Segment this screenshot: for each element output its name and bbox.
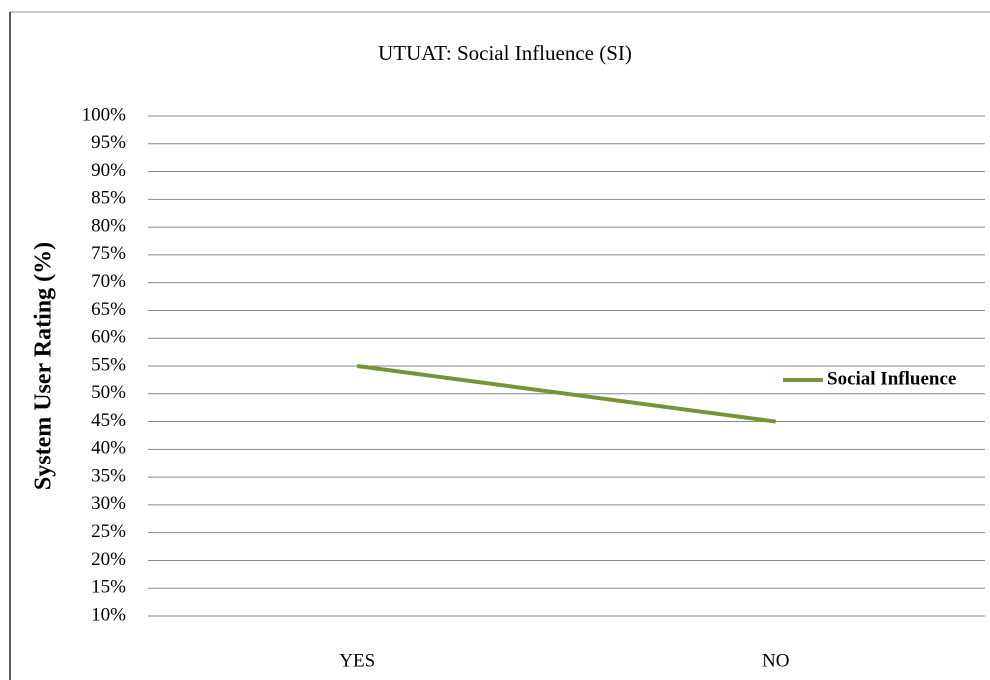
y-tick-label: 40%	[91, 438, 126, 459]
chart-title: UTUAT: Social Influence (SI)	[378, 41, 632, 65]
y-tick-label: 35%	[91, 465, 126, 486]
y-tick-label: 60%	[91, 327, 126, 348]
y-tick-label: 100%	[82, 104, 127, 125]
y-tick-label: 55%	[91, 354, 126, 375]
y-tick-label: 25%	[91, 521, 126, 542]
line	[356, 364, 777, 424]
y-tick-label: 75%	[91, 243, 126, 264]
legend-label: Social Influence	[827, 368, 956, 389]
y-tick-label: 95%	[91, 132, 126, 153]
y-tick-label: 85%	[91, 188, 126, 209]
y-tick-label: 50%	[91, 382, 126, 403]
x-tick-label: NO	[762, 650, 789, 671]
y-tick-label: 80%	[91, 215, 126, 236]
y-tick-label: 10%	[91, 604, 126, 625]
y-tick-label: 20%	[91, 549, 126, 570]
y-tick-label: 70%	[91, 271, 126, 292]
y-tick-label: 65%	[91, 299, 126, 320]
y-tick-label: 30%	[91, 493, 126, 514]
y-tick-label: 90%	[91, 160, 126, 181]
y-tick-label: 45%	[91, 410, 126, 431]
y-axis-label: System User Rating (%)	[31, 242, 57, 490]
x-tick-label: YES	[339, 650, 375, 671]
y-tick-label: 15%	[91, 577, 126, 598]
